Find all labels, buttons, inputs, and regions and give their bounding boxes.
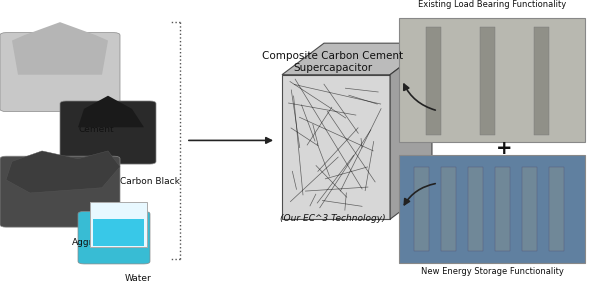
FancyBboxPatch shape	[468, 167, 483, 251]
FancyBboxPatch shape	[93, 219, 144, 246]
FancyBboxPatch shape	[522, 167, 537, 251]
FancyBboxPatch shape	[441, 167, 456, 251]
FancyBboxPatch shape	[0, 156, 120, 227]
Text: Carbon Black: Carbon Black	[120, 177, 180, 186]
FancyBboxPatch shape	[534, 27, 549, 135]
Polygon shape	[6, 151, 120, 193]
Text: Aggregate: Aggregate	[73, 238, 119, 247]
FancyBboxPatch shape	[414, 167, 429, 251]
Polygon shape	[390, 43, 432, 219]
Polygon shape	[12, 22, 108, 75]
Text: New Energy Storage Functionality: New Energy Storage Functionality	[421, 267, 563, 276]
FancyBboxPatch shape	[399, 155, 585, 263]
Text: Cement: Cement	[78, 125, 114, 134]
FancyBboxPatch shape	[495, 167, 510, 251]
Text: Water: Water	[125, 275, 151, 283]
Text: (Our EC^3 Technology): (Our EC^3 Technology)	[280, 214, 386, 223]
FancyBboxPatch shape	[549, 167, 564, 251]
FancyBboxPatch shape	[426, 27, 441, 135]
FancyBboxPatch shape	[90, 202, 147, 247]
FancyBboxPatch shape	[60, 101, 156, 164]
FancyBboxPatch shape	[0, 33, 120, 112]
FancyBboxPatch shape	[399, 18, 585, 142]
Polygon shape	[282, 43, 432, 75]
Polygon shape	[78, 96, 144, 127]
Text: Existing Load Bearing Functionality: Existing Load Bearing Functionality	[418, 0, 566, 9]
Text: Composite Carbon Cement
Supercapacitor: Composite Carbon Cement Supercapacitor	[262, 51, 404, 73]
FancyBboxPatch shape	[480, 27, 495, 135]
Polygon shape	[282, 75, 390, 219]
FancyBboxPatch shape	[78, 211, 150, 264]
Text: +: +	[496, 139, 512, 158]
